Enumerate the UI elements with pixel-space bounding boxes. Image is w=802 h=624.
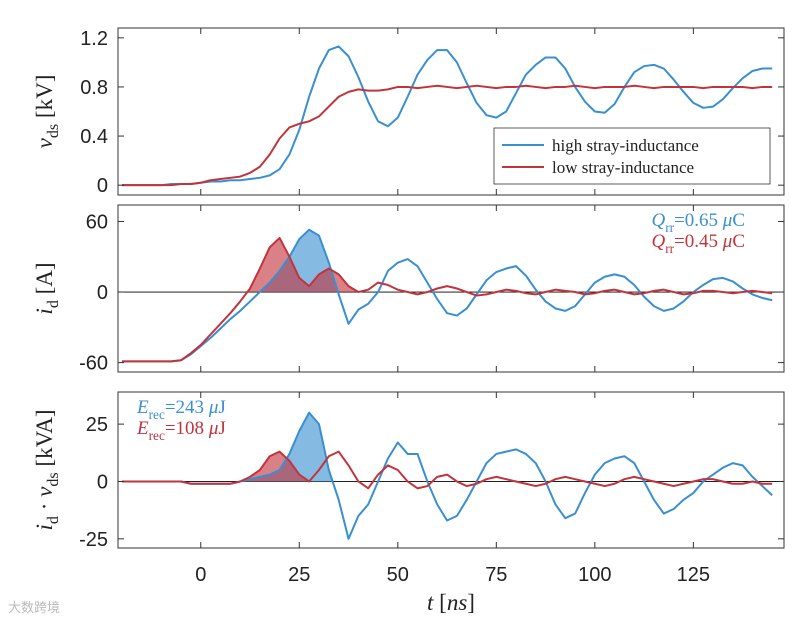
y-tick-label: 0 xyxy=(97,175,108,197)
annotation: Qrr=0.65 μC xyxy=(651,210,745,235)
y-axis-label-run: d xyxy=(45,516,62,524)
annotation-run: E xyxy=(136,397,149,418)
y-axis-label-run: ds xyxy=(45,472,62,486)
y-axis-label-run: [kV] xyxy=(32,75,57,124)
annotation-run: Q xyxy=(651,231,665,252)
y-axis-label: id · vds [kVA] xyxy=(32,410,62,531)
y-axis-label-run: v xyxy=(32,137,57,148)
x-tick-label: 0 xyxy=(195,564,206,586)
y-tick-label: -60 xyxy=(79,353,108,375)
y-axis-label-run: d xyxy=(45,300,62,308)
axes-box xyxy=(117,27,785,196)
y-axis-label-run: · xyxy=(32,497,57,516)
annotation: Qrr=0.45 μC xyxy=(651,231,745,256)
plot-lines xyxy=(121,228,773,363)
annotation: Erec=243 μJ xyxy=(136,397,226,422)
watermark: 大数跨境 xyxy=(8,601,60,616)
y-tick-label: 0 xyxy=(97,282,108,304)
annotation-run: C xyxy=(732,210,745,231)
annotation-run: μ xyxy=(722,210,733,231)
x-axis-label-run: t xyxy=(427,590,434,615)
plot-lines xyxy=(121,411,773,540)
peak-area xyxy=(240,412,333,482)
annotation-run: =0.65 xyxy=(674,210,723,231)
plot-lines xyxy=(121,45,773,187)
annotation-run: Q xyxy=(651,210,665,231)
y-tick-label: 0.4 xyxy=(80,126,108,148)
series-line xyxy=(121,84,773,187)
peak-area xyxy=(247,237,359,293)
y-axis-label: vds [kV] xyxy=(32,75,62,149)
y-axis-label-run: i xyxy=(32,524,57,530)
annotation-run: C xyxy=(732,231,745,252)
legend-label: high stray-inductance xyxy=(552,136,699,155)
peak-area xyxy=(240,451,310,482)
series-line xyxy=(121,236,773,363)
y-tick-label: 0.8 xyxy=(80,77,108,99)
y-tick-label: -25 xyxy=(79,529,108,551)
axes-box xyxy=(117,204,785,373)
x-tick-label: 50 xyxy=(387,564,409,586)
y-axis-label-run: i xyxy=(32,308,57,314)
annotation-run: rr xyxy=(665,220,674,235)
annotation-run: =108 xyxy=(165,418,209,439)
y-axis-label-run: [kVA] xyxy=(32,410,57,473)
annotation-run: rr xyxy=(665,241,674,256)
annotation-run: J xyxy=(218,397,225,418)
annotation-run: E xyxy=(136,418,149,439)
series-line xyxy=(121,450,773,490)
x-axis-label: t [ns] xyxy=(427,590,475,615)
y-axis-label-run: v xyxy=(32,486,57,497)
x-tick-label: 75 xyxy=(485,564,507,586)
x-tick-label: 125 xyxy=(677,564,710,586)
y-axis-label-run: ds xyxy=(45,124,62,138)
x-axis-label-run: ] xyxy=(467,590,475,615)
x-tick-label: 25 xyxy=(288,564,310,586)
x-tick-label: 100 xyxy=(578,564,611,586)
plot-area xyxy=(118,392,784,548)
y-axis-label: id [A] xyxy=(32,262,62,314)
legend-box xyxy=(493,127,771,185)
annotation-run: =0.45 xyxy=(674,231,723,252)
annotation-run: μ xyxy=(208,418,219,439)
annotation-run: =243 xyxy=(165,397,209,418)
annotation-run: rec xyxy=(149,407,165,422)
y-tick-label: 25 xyxy=(86,414,108,436)
legend-label: low stray-inductance xyxy=(552,158,694,177)
annotation-run: μ xyxy=(722,231,733,252)
axes-box xyxy=(117,391,785,549)
annotation-run: μ xyxy=(208,397,219,418)
y-axis-label-run: [A] xyxy=(32,262,57,300)
x-axis-label-run: ns xyxy=(447,590,468,615)
plot-area xyxy=(118,205,784,372)
annotation-run: J xyxy=(218,418,225,439)
x-axis-label-run: [ xyxy=(433,590,446,615)
annotation-run: rec xyxy=(149,428,165,443)
y-tick-label: 60 xyxy=(86,211,108,233)
y-tick-label: 0 xyxy=(97,471,108,493)
series-line xyxy=(121,228,773,363)
series-line xyxy=(121,45,773,187)
y-tick-label: 1.2 xyxy=(80,28,108,50)
annotation: Erec=108 μJ xyxy=(136,418,226,443)
